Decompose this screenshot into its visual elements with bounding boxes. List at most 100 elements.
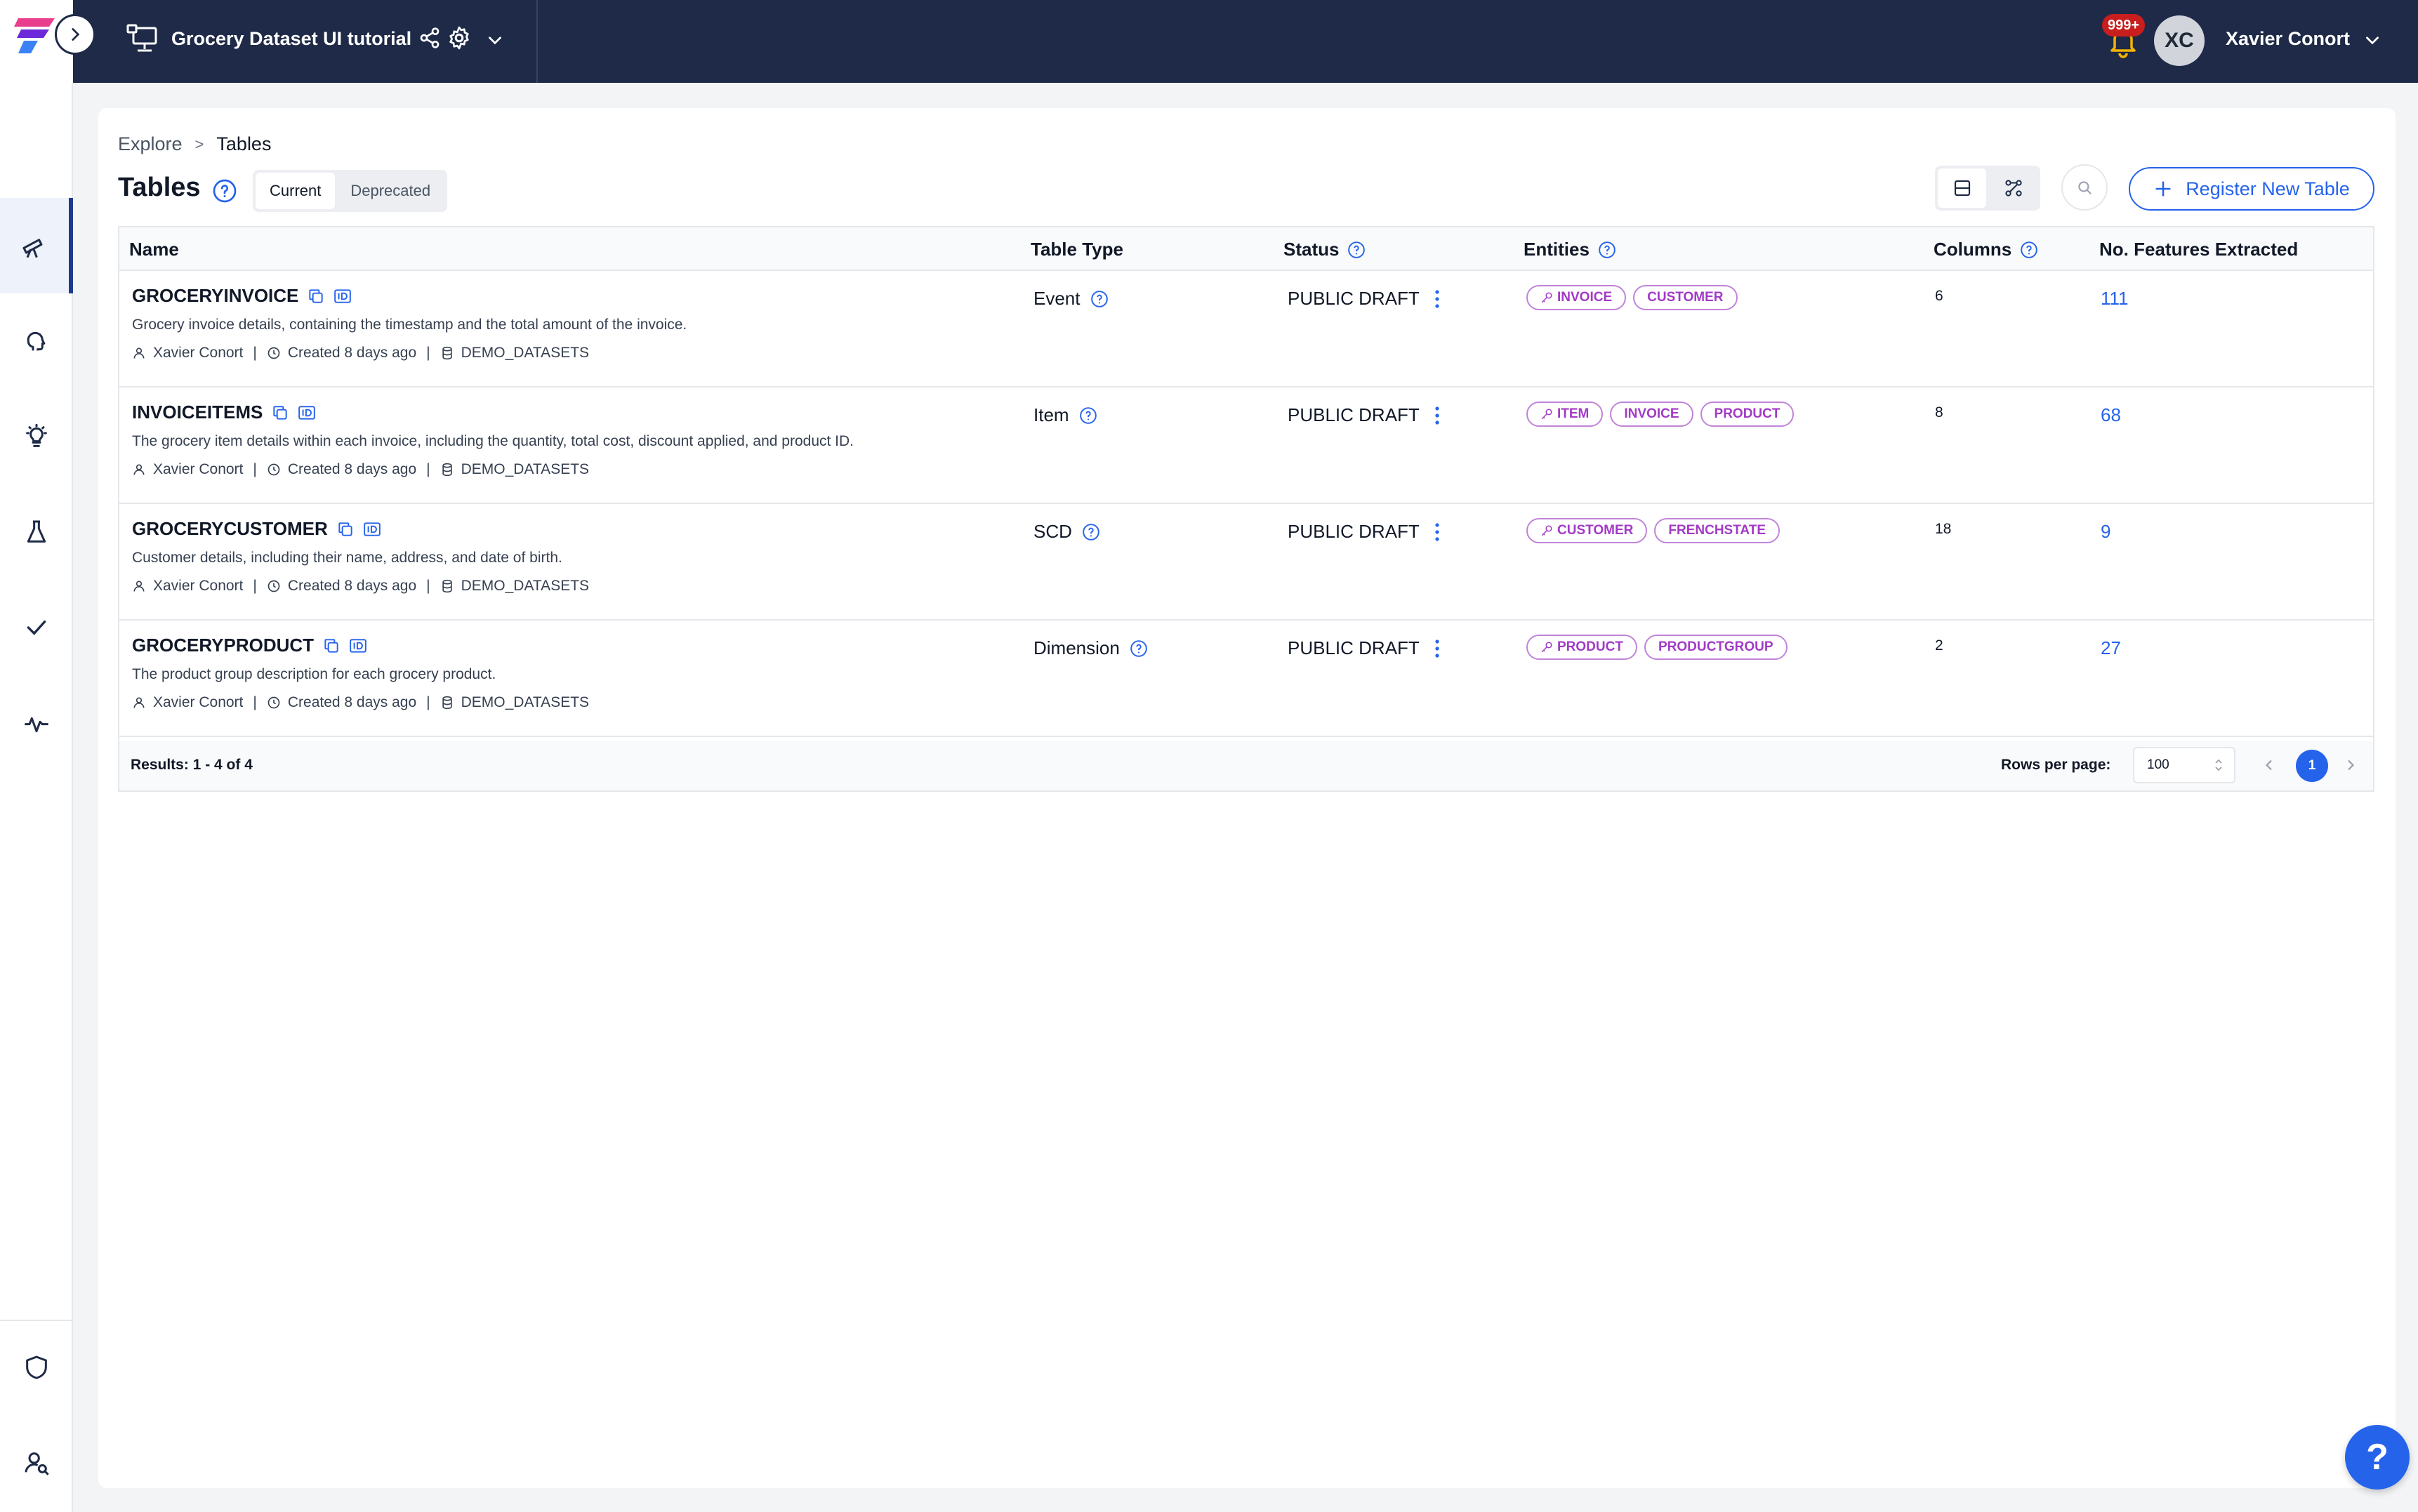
copy-icon[interactable] <box>336 520 355 538</box>
features-count-link[interactable]: 111 <box>2101 288 2129 309</box>
main-card: Explore > Tables Tables Current Deprecat… <box>98 108 2396 1488</box>
key-icon <box>1541 525 1552 536</box>
id-icon[interactable] <box>298 404 316 422</box>
help-circle-icon[interactable] <box>1130 639 1148 658</box>
sidebar-item-explore[interactable] <box>0 198 73 293</box>
table-name[interactable]: GROCERYPRODUCT <box>132 635 315 656</box>
name-cell: GROCERYPRODUCT The product group descrip… <box>132 635 589 711</box>
more-vertical-icon[interactable] <box>1429 638 1445 659</box>
rows-per-page-select[interactable]: 100 <box>2133 747 2235 783</box>
search-icon <box>2078 181 2092 194</box>
table-row[interactable]: GROCERYINVOICE Grocery invoice details, … <box>119 271 2373 387</box>
help-circle-icon[interactable] <box>1347 241 1366 259</box>
table-meta: Xavier Conort | Created 8 days ago | DEMO_… <box>132 345 687 362</box>
chevron-down-icon[interactable] <box>486 31 504 49</box>
data-source: DEMO_DATASETS <box>461 345 590 361</box>
help-circle-icon[interactable] <box>212 178 237 204</box>
entity-chip[interactable]: PRODUCT <box>1526 635 1637 660</box>
header-status[interactable]: Status <box>1283 239 1366 260</box>
help-button[interactable]: ? <box>2345 1425 2410 1490</box>
previous-page-icon[interactable] <box>2259 755 2279 775</box>
user-menu-chevron-icon[interactable] <box>2363 31 2381 49</box>
table-meta: Xavier Conort | Created 8 days ago | DEMO_… <box>132 578 589 595</box>
id-icon[interactable] <box>333 287 352 305</box>
share-icon[interactable] <box>418 27 441 49</box>
table-row[interactable]: GROCERYPRODUCT The product group descrip… <box>119 621 2373 737</box>
header-entities[interactable]: Entities <box>1524 239 1616 260</box>
entities-cell: PRODUCT PRODUCTGROUP <box>1526 635 1788 660</box>
entity-chip[interactable]: INVOICE <box>1610 402 1693 427</box>
id-icon[interactable] <box>349 637 367 655</box>
help-circle-icon[interactable] <box>1598 241 1616 259</box>
avatar[interactable]: XC <box>2154 15 2205 66</box>
sidebar-item-users[interactable] <box>0 1415 73 1511</box>
key-icon <box>1541 292 1552 303</box>
header-columns[interactable]: Columns <box>1934 239 2038 260</box>
header-name[interactable]: Name <box>129 239 179 260</box>
more-vertical-icon[interactable] <box>1429 289 1445 310</box>
table-type: Item <box>1033 404 1069 425</box>
shield-icon <box>26 1355 47 1379</box>
tab-deprecated[interactable]: Deprecated <box>350 182 431 199</box>
help-circle-icon[interactable] <box>1082 523 1100 541</box>
table-name[interactable]: GROCERYINVOICE <box>132 285 299 306</box>
logo-icon[interactable] <box>14 15 58 55</box>
tab-current[interactable]: Current <box>256 173 336 209</box>
columns-count: 6 <box>1935 288 1943 304</box>
table-type: Dimension <box>1033 637 1120 658</box>
more-vertical-icon[interactable] <box>1429 522 1445 543</box>
columns-count: 2 <box>1935 637 1943 654</box>
features-count-link[interactable]: 68 <box>2101 404 2121 425</box>
entity-chip[interactable]: CUSTOMER <box>1526 518 1648 543</box>
header-features-extracted[interactable]: No. Features Extracted <box>2099 239 2299 260</box>
table-view-button[interactable] <box>1938 168 1986 208</box>
help-circle-icon[interactable] <box>1079 406 1097 425</box>
sidebar-expand-button[interactable] <box>55 14 95 55</box>
table-row[interactable]: GROCERYCUSTOMER Customer details, includ… <box>119 504 2373 621</box>
breadcrumb-explore[interactable]: Explore <box>118 133 183 154</box>
entity-chip[interactable]: INVOICE <box>1526 285 1627 310</box>
key-icon <box>1541 409 1552 420</box>
entity-chip[interactable]: PRODUCTGROUP <box>1644 635 1788 660</box>
sidebar-item-approvals[interactable] <box>0 580 73 675</box>
copy-icon[interactable] <box>307 287 325 305</box>
status-tabs: Current Deprecated <box>253 170 448 212</box>
entity-chip[interactable]: PRODUCT <box>1700 402 1795 427</box>
entity-chip[interactable]: FRENCHSTATE <box>1654 518 1781 543</box>
more-vertical-icon[interactable] <box>1429 405 1445 426</box>
top-bar: Grocery Dataset UI tutorial 999+ XC Xavi… <box>0 0 2418 83</box>
sidebar-item-brain[interactable] <box>0 293 73 389</box>
gear-icon[interactable] <box>447 25 472 51</box>
entity-chip[interactable]: CUSTOMER <box>1633 285 1738 310</box>
table-name[interactable]: INVOICEITEMS <box>132 402 263 423</box>
sidebar-item-ideas[interactable] <box>0 389 73 484</box>
sidebar-item-experiments[interactable] <box>0 484 73 580</box>
user-name[interactable]: Xavier Conort <box>2226 28 2351 49</box>
table-type-cell: Item <box>1033 404 1097 426</box>
table-meta: Xavier Conort | Created 8 days ago | DEMO_… <box>132 461 854 478</box>
copy-icon[interactable] <box>322 637 341 655</box>
clock-icon <box>267 347 280 359</box>
table-name[interactable]: GROCERYCUSTOMER <box>132 518 328 539</box>
features-count-link[interactable]: 9 <box>2101 521 2111 542</box>
diagram-view-button[interactable] <box>1989 168 2037 208</box>
id-icon[interactable] <box>363 520 381 538</box>
owner-name: Xavier Conort <box>153 461 244 477</box>
features-count-link[interactable]: 27 <box>2101 637 2121 658</box>
entity-chip[interactable]: ITEM <box>1526 402 1604 427</box>
table-type: SCD <box>1033 521 1072 542</box>
header-table-type[interactable]: Table Type <box>1031 239 1123 260</box>
project-selector[interactable]: Grocery Dataset UI tutorial <box>73 0 538 83</box>
register-new-table-button[interactable]: Register New Table <box>2129 167 2374 211</box>
search-button[interactable] <box>2061 164 2108 211</box>
sidebar-item-security[interactable] <box>0 1320 73 1415</box>
help-circle-icon[interactable] <box>2020 241 2038 259</box>
table-row[interactable]: INVOICEITEMS The grocery item details wi… <box>119 387 2373 504</box>
clock-icon <box>267 463 280 476</box>
copy-icon[interactable] <box>271 404 289 422</box>
help-circle-icon[interactable] <box>1090 290 1109 308</box>
next-page-icon[interactable] <box>2341 755 2360 775</box>
user-icon <box>133 697 145 708</box>
page-button-current[interactable]: 1 <box>2296 750 2328 782</box>
sidebar-item-monitoring[interactable] <box>0 675 73 771</box>
